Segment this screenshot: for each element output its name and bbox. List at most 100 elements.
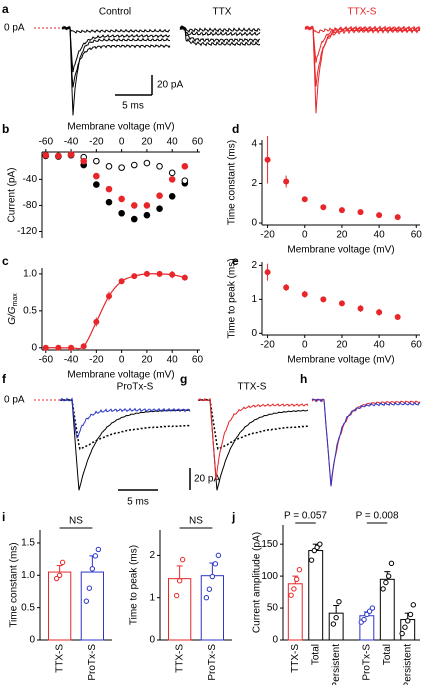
data-point: [59, 559, 66, 566]
scale-label: 20 pA: [194, 474, 220, 485]
data-point: [388, 560, 395, 567]
x-tick-label: 60: [192, 355, 204, 366]
y-tick-label: -120: [17, 226, 37, 237]
bar: [80, 571, 104, 641]
current-trace: [179, 25, 261, 47]
y-tick-label: 4: [251, 139, 257, 150]
x-tick-label: Total: [382, 644, 393, 665]
current-trace: [311, 398, 421, 487]
data-point: [168, 169, 176, 177]
panel-letter: c: [2, 254, 9, 268]
current-trace: [61, 26, 171, 88]
current-trace: [179, 25, 261, 33]
x-tick-label: 40: [167, 355, 179, 366]
panel-letter: h: [300, 372, 307, 386]
data-point: [118, 195, 125, 203]
x-tick-label: 20: [141, 137, 153, 148]
data-point: [264, 269, 271, 276]
current-trace: [62, 25, 170, 73]
data-point: [385, 573, 392, 579]
data-point: [42, 151, 50, 159]
data-point: [330, 621, 337, 627]
current-trace: [61, 26, 171, 116]
x-tick-label: -40: [64, 137, 79, 148]
data-point: [283, 284, 290, 291]
data-point: [181, 274, 188, 281]
trace-title: TTX: [213, 7, 232, 18]
data-point: [68, 344, 75, 351]
data-point: [95, 546, 102, 553]
data-point: [131, 273, 138, 280]
data-point: [293, 576, 300, 583]
panel-letter: i: [2, 510, 5, 524]
current-trace: [59, 399, 190, 450]
x-tick-label: Total: [310, 644, 321, 665]
bar: [200, 575, 224, 641]
x-tick-label: 0: [302, 230, 308, 241]
annotation: NS: [189, 516, 203, 527]
panel-letter: e: [232, 254, 239, 268]
scale-label: 5 ms: [122, 101, 144, 112]
x-tick-label: Persistent: [402, 644, 413, 685]
data-point: [130, 215, 138, 223]
data-point: [105, 163, 113, 170]
x-tick-label: 40: [374, 230, 386, 241]
y-tick-label: 0.5: [21, 602, 35, 613]
current-trace: [305, 25, 421, 63]
data-point: [405, 618, 411, 624]
x-tick-label: ProTx-S: [87, 644, 98, 681]
data-point: [143, 211, 151, 219]
y-tick-label: 0: [149, 635, 155, 646]
x-tick-label: 0: [119, 355, 125, 366]
data-point: [206, 586, 213, 592]
data-point: [203, 594, 210, 601]
current-trace: [197, 399, 309, 491]
panel-letter: f: [2, 372, 7, 386]
data-point: [169, 271, 176, 278]
data-point: [376, 212, 383, 219]
data-point: [92, 553, 99, 559]
y-axis-label-sub: max: [12, 293, 19, 307]
y-axis-label: Current (pA): [7, 167, 18, 222]
trace-title: ProTx-S: [117, 382, 154, 393]
data-point: [156, 270, 163, 277]
fit-curve: [45, 273, 185, 350]
data-point: [176, 578, 183, 584]
x-tick-label: ProTx-S: [361, 644, 372, 681]
x-tick-label: TTX-S: [54, 644, 65, 673]
panel-letter: g: [180, 372, 187, 386]
data-point: [380, 586, 386, 592]
data-point: [130, 161, 138, 169]
data-point: [212, 561, 219, 567]
x-axis-label: Membrane voltage (mV): [287, 355, 394, 366]
y-tick-label: 50: [267, 603, 279, 614]
data-point: [181, 177, 189, 184]
x-axis-label: Membrane voltage (mV): [67, 122, 174, 133]
data-point: [168, 176, 176, 183]
annotation: NS: [69, 516, 83, 527]
data-point: [105, 198, 113, 206]
x-tick-label: -60: [39, 355, 54, 366]
zero-label: 0 pA: [4, 23, 25, 34]
y-tick-label: 0: [272, 635, 278, 646]
data-point: [296, 567, 303, 573]
bar: [48, 571, 72, 641]
panel-letter: a: [2, 2, 9, 16]
y-tick-label: 0: [29, 635, 35, 646]
y-tick-label: 0.5: [23, 305, 37, 316]
data-point: [105, 185, 113, 193]
data-point: [118, 209, 125, 217]
data-point: [394, 214, 401, 221]
data-point: [181, 163, 189, 170]
data-point: [317, 541, 323, 547]
y-tick-label: 150: [261, 539, 278, 550]
y-axis-label: G/Gmax: [7, 293, 20, 325]
x-tick-label: TTX-S: [174, 644, 185, 673]
data-point: [143, 202, 151, 209]
panel-letter: b: [2, 122, 9, 136]
data-point: [336, 598, 342, 605]
annotation: P = 0.008: [356, 511, 399, 522]
current-trace: [197, 399, 309, 450]
x-tick-label: 20: [141, 355, 153, 366]
bar: [168, 578, 192, 641]
